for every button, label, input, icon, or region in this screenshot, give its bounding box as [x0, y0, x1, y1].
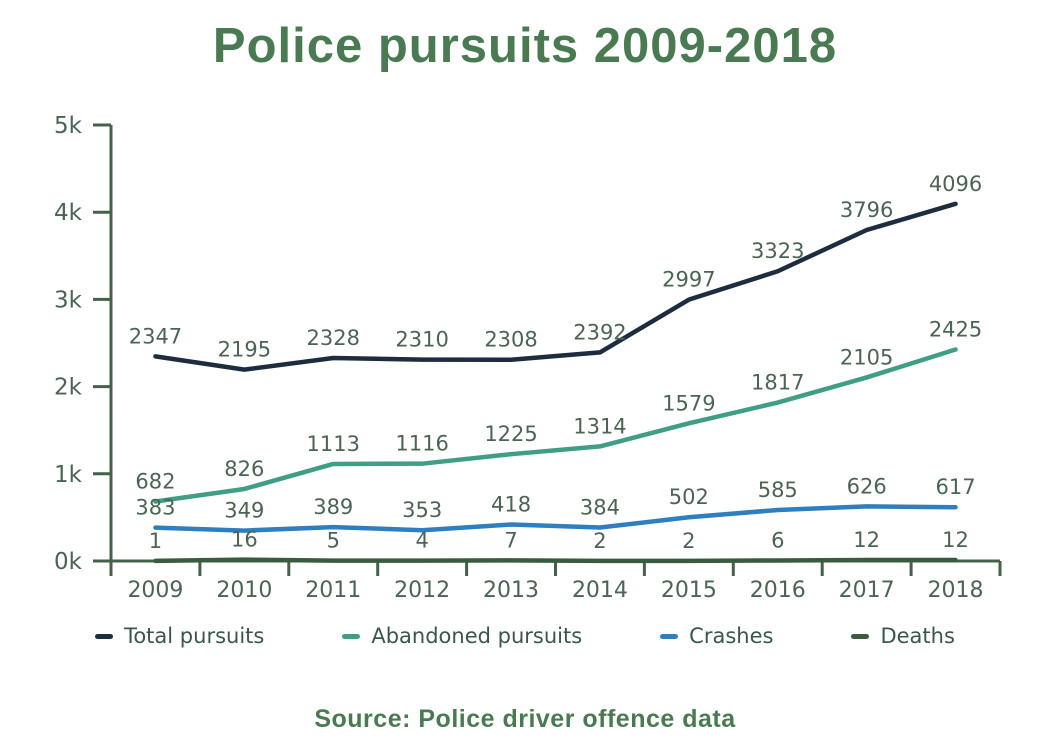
- y-axis-tick-label: 1k: [54, 462, 83, 488]
- series-line-total-pursuits: [153, 201, 958, 372]
- data-label-deaths-2018: 12: [942, 528, 969, 552]
- data-label-crashes-2016: 585: [758, 478, 798, 502]
- data-label-crashes-2011: 389: [313, 495, 353, 519]
- x-axis-tick-label: 2016: [750, 578, 806, 603]
- x-axis-tick-label: 2011: [305, 578, 361, 603]
- legend-label: Abandoned pursuits: [371, 624, 583, 648]
- legend-label: Deaths: [880, 624, 955, 648]
- data-label-deaths-2014: 2: [593, 529, 606, 553]
- chart-canvas: 0k 1k 2k 3k 4k 5k 2009 2010 2011 2012 2013 2014 2015…: [54, 113, 1002, 603]
- data-label-abandoned-pursuits-2016: 1817: [751, 371, 804, 395]
- data-label-abandoned-pursuits-2010: 826: [224, 457, 264, 481]
- x-axis-tick-label: 2014: [572, 578, 628, 603]
- legend-label: Total pursuits: [124, 624, 265, 648]
- data-label-crashes-2010: 349: [224, 499, 264, 523]
- data-label-abandoned-pursuits-2017: 2105: [840, 345, 893, 369]
- data-label-deaths-2011: 5: [327, 529, 340, 553]
- legend-label: Crashes: [689, 624, 774, 648]
- legend-item-total-pursuits: Total pursuits: [95, 624, 264, 648]
- legend-swatch-icon: [95, 633, 114, 639]
- y-axis-tick-label: 0k: [54, 549, 83, 575]
- data-label-abandoned-pursuits-2013: 1225: [484, 422, 537, 446]
- x-axis-tick-label: 2012: [394, 578, 450, 603]
- y-axis-tick-label: 5k: [54, 113, 83, 139]
- data-label-total-pursuits-2016: 3323: [751, 239, 804, 263]
- legend-item-crashes: Crashes: [660, 624, 773, 648]
- data-label-total-pursuits-2009: 2347: [129, 324, 182, 348]
- data-label-deaths-2013: 7: [504, 528, 517, 552]
- data-label-total-pursuits-2014: 2392: [573, 320, 626, 344]
- x-axis-tick-label: 2010: [216, 578, 272, 603]
- data-label-deaths-2016: 6: [771, 528, 784, 552]
- data-label-crashes-2009: 383: [135, 496, 175, 520]
- data-label-crashes-2015: 502: [669, 485, 709, 509]
- data-label-total-pursuits-2013: 2308: [484, 328, 537, 352]
- data-label-total-pursuits-2010: 2195: [218, 338, 271, 362]
- y-axis-tick-label: 2k: [54, 375, 83, 401]
- data-label-total-pursuits-2012: 2310: [395, 328, 448, 352]
- data-label-total-pursuits-2018: 4096: [929, 172, 982, 196]
- legend-item-deaths: Deaths: [851, 624, 955, 648]
- data-label-total-pursuits-2011: 2328: [307, 326, 360, 350]
- data-label-abandoned-pursuits-2018: 2425: [929, 318, 982, 342]
- data-label-total-pursuits-2015: 2997: [662, 268, 715, 292]
- data-label-deaths-2010: 16: [231, 528, 258, 552]
- data-label-abandoned-pursuits-2012: 1116: [395, 432, 448, 456]
- data-label-deaths-2017: 12: [853, 528, 880, 552]
- y-axis-tick-label: 4k: [54, 200, 83, 226]
- source-caption: Source: Police driver offence data: [314, 705, 736, 733]
- series-line-crashes: [153, 504, 958, 533]
- data-label-abandoned-pursuits-2011: 1113: [307, 432, 360, 456]
- legend-swatch-icon: [851, 633, 870, 639]
- chart-legend: Total pursuits Abandoned pursuits Crashes D…: [0, 624, 1050, 648]
- x-axis-tick-label: 2009: [127, 578, 183, 603]
- data-label-crashes-2012: 353: [402, 498, 442, 522]
- x-axis-tick-label: 2017: [839, 578, 895, 603]
- x-axis-tick-label: 2018: [928, 578, 984, 603]
- data-label-crashes-2013: 418: [491, 493, 531, 517]
- data-label-abandoned-pursuits-2009: 682: [135, 470, 175, 494]
- series-line-deaths: [153, 557, 958, 564]
- chart-title: Police pursuits 2009-2018: [212, 19, 838, 73]
- data-label-deaths-2012: 4: [415, 529, 428, 553]
- data-label-deaths-2015: 2: [682, 529, 695, 553]
- data-label-crashes-2018: 617: [936, 475, 976, 499]
- data-label-abandoned-pursuits-2014: 1314: [573, 414, 626, 438]
- data-label-deaths-2009: 1: [149, 529, 162, 553]
- x-axis-tick-label: 2015: [661, 578, 717, 603]
- x-axis-tick-label: 2013: [483, 578, 539, 603]
- data-label-total-pursuits-2017: 3796: [840, 198, 893, 222]
- data-label-crashes-2014: 384: [580, 496, 620, 520]
- data-label-abandoned-pursuits-2015: 1579: [662, 391, 715, 415]
- data-label-crashes-2017: 626: [847, 474, 887, 498]
- legend-swatch-icon: [342, 633, 361, 639]
- legend-swatch-icon: [660, 633, 679, 639]
- series-line-abandoned-pursuits: [153, 347, 958, 504]
- legend-item-abandoned-pursuits: Abandoned pursuits: [342, 624, 582, 648]
- y-axis-tick-label: 3k: [54, 287, 83, 313]
